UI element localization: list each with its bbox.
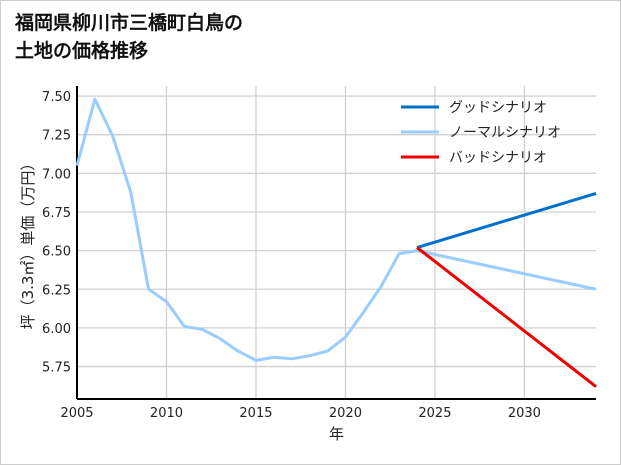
x-tick-label: 2015 (239, 406, 272, 421)
legend-label: グッドシナリオ (449, 100, 547, 116)
x-axis-label: 年 (329, 425, 344, 443)
y-tick-label: 7.50 (42, 90, 71, 105)
x-tick-label: 2010 (150, 406, 183, 421)
y-tick-label: 5.75 (42, 361, 71, 376)
series-line-2 (416, 246, 597, 388)
series-line-0 (416, 191, 597, 249)
y-axis-label: 坪（3.3㎡）単価（万円） (19, 156, 37, 330)
y-tick-label: 7.00 (42, 167, 71, 182)
y-tick-label: 6.25 (42, 283, 71, 298)
y-tick-label: 6.00 (42, 322, 71, 337)
y-tick-label: 6.75 (42, 206, 71, 221)
title-line-1: 福岡県柳川市三橋町白鳥の (15, 12, 244, 34)
y-tick-label: 7.25 (42, 129, 71, 144)
series-line-1 (75, 97, 597, 362)
x-tick-label: 2005 (60, 406, 93, 421)
chart-title: 福岡県柳川市三橋町白鳥の 土地の価格推移 (15, 9, 243, 65)
x-tick-label: 2020 (329, 406, 362, 421)
x-tick-label: 2030 (508, 406, 541, 421)
title-line-2: 土地の価格推移 (15, 40, 149, 62)
x-tick-label: 2025 (418, 406, 451, 421)
legend-label: バッドシナリオ (449, 150, 547, 166)
legend-label: ノーマルシナリオ (449, 125, 561, 141)
y-tick-label: 6.50 (42, 245, 71, 260)
